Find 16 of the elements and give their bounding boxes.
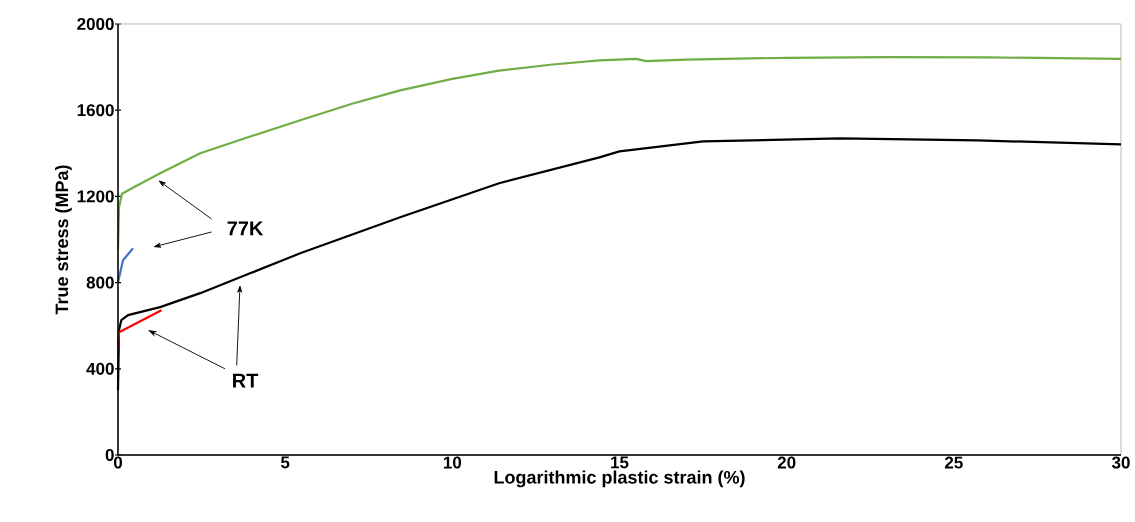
x-tick-label: 30 — [1111, 456, 1130, 469]
x-tick-label: 15 — [611, 456, 629, 469]
annotation: 77K — [227, 221, 264, 236]
y-tick-label: 400 — [86, 362, 114, 375]
y-tick-label: 800 — [86, 276, 114, 289]
x-tick-label: 0 — [113, 456, 123, 469]
x-tick-label: 20 — [777, 456, 796, 469]
x-tick-label: 25 — [944, 456, 963, 469]
x-axis-title: Logarithmic plastic strain (%) — [494, 470, 745, 488]
x-tick-label: 5 — [280, 456, 290, 469]
annotation: RT — [233, 373, 259, 388]
y-axis-title: True stress (MPa) — [55, 165, 72, 315]
y-tick-label: 1600 — [77, 104, 114, 117]
x-tick-label: 10 — [443, 456, 462, 469]
y-tick-label: 2000 — [77, 17, 114, 31]
y-tick-label: 1200 — [77, 190, 114, 203]
